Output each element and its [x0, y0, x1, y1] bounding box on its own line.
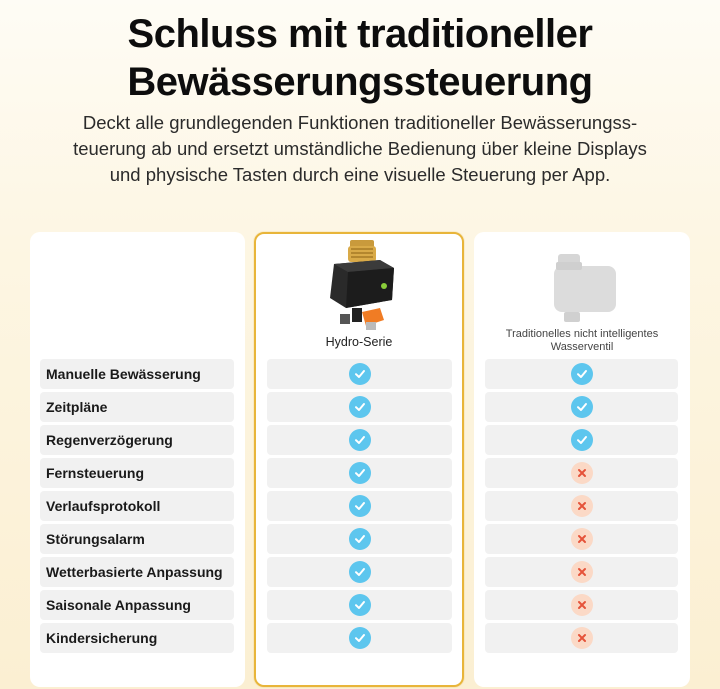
feature-label: Saisonale Anpassung: [40, 590, 234, 620]
check-circle-icon: [570, 396, 593, 418]
check-circle-icon: [348, 495, 371, 517]
feature-label: Manuelle Bewässerung: [40, 359, 234, 389]
cross-circle-icon: [570, 561, 593, 583]
feature-label: Fernsteuerung: [40, 458, 234, 488]
cross-circle-icon: [570, 627, 593, 649]
hydro-product-label: Hydro-Serie: [325, 335, 393, 349]
check-circle-icon: [348, 363, 371, 385]
traditional-cell: [485, 359, 678, 389]
hydro-cell: [267, 524, 452, 554]
check-circle-icon: [570, 429, 593, 451]
hydro-valve-image: [330, 240, 394, 330]
hydro-cell: [267, 623, 452, 653]
subtitle-line-3: und physische Tasten durch eine visuelle…: [109, 164, 611, 185]
title-line-1: Schluss mit traditioneller: [127, 12, 593, 56]
traditional-product-label: Traditionelles nicht intelligentes Wasse…: [480, 328, 684, 354]
cross-circle-icon: [570, 495, 593, 517]
traditional-cell: [485, 557, 678, 587]
traditional-cell: [485, 425, 678, 455]
traditional-cell: [485, 458, 678, 488]
traditional-cell: [485, 590, 678, 620]
check-circle-icon: [348, 528, 371, 550]
feature-label: Regenverzögerung: [40, 425, 234, 455]
check-circle-icon: [348, 429, 371, 451]
cross-circle-icon: [570, 594, 593, 616]
check-circle-icon: [348, 462, 371, 484]
feature-label: Kindersicherung: [40, 623, 234, 653]
cross-circle-icon: [570, 528, 593, 550]
feature-label: Zeitpläne: [40, 392, 234, 422]
title-line-2: Bewässerungssteuerung: [127, 60, 593, 104]
hydro-cell: [267, 458, 452, 488]
feature-label: Störungsalarm: [40, 524, 234, 554]
hydro-cell: [267, 425, 452, 455]
traditional-cell: [485, 491, 678, 521]
hydro-cell: [267, 392, 452, 422]
feature-label: Verlaufsprotokoll: [40, 491, 234, 521]
traditional-valve-image: [554, 254, 616, 322]
traditional-cell: [485, 623, 678, 653]
hydro-cell: [267, 359, 452, 389]
check-circle-icon: [570, 363, 593, 385]
cross-circle-icon: [570, 462, 593, 484]
traditional-label-line-2: Wasserventil: [550, 341, 614, 353]
check-circle-icon: [348, 561, 371, 583]
page-title: Schluss mit traditioneller Bewässerungss…: [0, 10, 720, 106]
check-circle-icon: [348, 627, 371, 649]
subtitle-line-1: Deckt alle grundlegenden Funktionen trad…: [82, 112, 638, 133]
hydro-cell: [267, 557, 452, 587]
check-circle-icon: [348, 396, 371, 418]
page-subtitle: Deckt alle grundlegenden Funktionen trad…: [40, 110, 680, 188]
hydro-cell: [267, 590, 452, 620]
check-circle-icon: [348, 594, 371, 616]
traditional-cell: [485, 392, 678, 422]
feature-label: Wetterbasierte Anpassung: [40, 557, 234, 587]
traditional-cell: [485, 524, 678, 554]
hydro-cell: [267, 491, 452, 521]
subtitle-line-2: teuerung ab und ersetzt umständliche Bed…: [73, 138, 647, 159]
traditional-label-line-1: Traditionelles nicht intelligentes: [505, 328, 659, 340]
